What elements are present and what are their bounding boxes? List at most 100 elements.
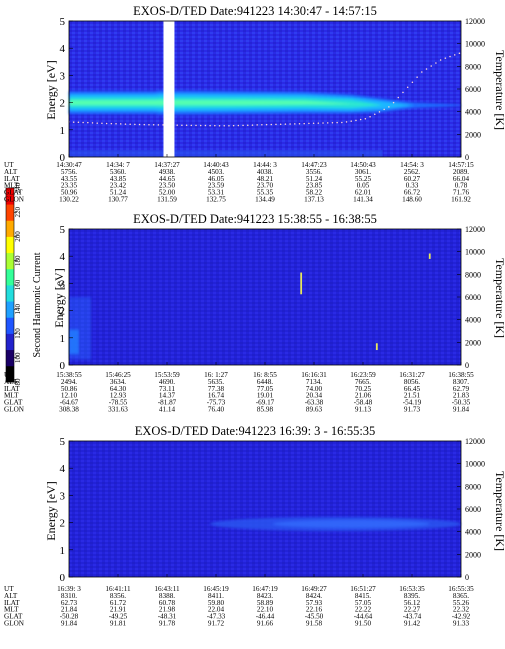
ephemeris-cell: 64.30 <box>110 385 127 393</box>
ephemeris-cell: 66.04 <box>453 175 470 183</box>
y-tick-label: 3 <box>60 278 66 290</box>
ephemeris-cell: -75.73 <box>207 399 226 407</box>
ephemeris-cell: 4938. <box>159 168 175 176</box>
y-tick-label: 0 <box>60 360 66 372</box>
ephemeris-cell: 62.01 <box>355 189 372 197</box>
ephemeris-cell: 0.05 <box>357 182 370 190</box>
colorbar-cell <box>6 317 14 334</box>
ephemeris-cell: 5360. <box>110 168 126 176</box>
ephemeris-cell: 2562. <box>404 168 420 176</box>
y-tick-label: 4 <box>60 43 66 55</box>
temperature-point <box>270 123 273 126</box>
ephemeris-cell: 20.34 <box>306 392 323 400</box>
y2-tick-label: 0 <box>465 573 469 582</box>
ephemeris-cell: 23.85 <box>306 182 323 190</box>
y2-tick-label: 8000 <box>465 482 481 491</box>
temperature-point <box>359 118 362 121</box>
colorbar-cell <box>6 188 14 205</box>
spike <box>428 253 431 259</box>
temperature-point <box>77 121 80 124</box>
ephemeris-row-label: MLT <box>4 182 19 190</box>
temperature-point <box>425 68 428 70</box>
ephemeris-cell: 16:55:35 <box>448 585 474 593</box>
temperature-point <box>152 124 155 126</box>
ephemeris-cell: 16:45:19 <box>203 585 229 593</box>
ephemeris-row-label: ILAT <box>4 385 20 393</box>
ephemeris-cell: 76.40 <box>208 406 225 414</box>
ephemeris-cell: 58.22 <box>306 189 323 197</box>
ephemeris-row-label: GLON <box>4 196 25 204</box>
ephemeris-cell: 62.73 <box>61 599 78 607</box>
temperature-point <box>388 106 390 108</box>
temperature-point <box>308 122 310 125</box>
ephemeris-cell: 91.78 <box>159 620 176 628</box>
temperature-point <box>453 54 456 56</box>
panel-3-y2label: Temperature [K] <box>493 471 505 551</box>
temperature-point <box>275 123 277 126</box>
ephemeris-cell: 91.42 <box>404 620 421 628</box>
ephemeris-cell: 43.85 <box>110 175 127 183</box>
temperature-point <box>261 124 263 126</box>
ephemeris-cell: 91.50 <box>355 620 372 628</box>
ephemeris-cell: 59.80 <box>208 599 225 607</box>
temperature-point <box>218 124 221 127</box>
y2-tick-label: 0 <box>465 153 469 162</box>
ephemeris-row-label: ALT <box>4 592 18 600</box>
ephemeris-cell: 21.83 <box>453 392 470 400</box>
ephemeris-cell: 3061. <box>355 168 371 176</box>
panel-3-plot: 0 1 2 3 4 5 0 2000 4000 6000 8000 10000 12000 <box>60 436 486 584</box>
ephemeris-cell: 73.11 <box>159 385 175 393</box>
temperature-point <box>439 59 442 61</box>
ephemeris-cell: 66.72 <box>404 189 421 197</box>
ephemeris-cell: 8056. <box>404 378 420 386</box>
temperature-point <box>345 121 348 123</box>
ephemeris-cell: -81.87 <box>158 399 177 407</box>
y-tick-label: 1 <box>60 125 66 137</box>
ephemeris-cell: 132.75 <box>206 196 226 204</box>
ephemeris-cell: 77.38 <box>208 385 225 393</box>
y2-tick-label: 10000 <box>465 40 485 49</box>
y2-tick-label: 12000 <box>465 225 485 234</box>
ephemeris-cell: 161.92 <box>451 196 471 204</box>
ephemeris-cell: 71.76 <box>453 189 470 197</box>
ephemeris-row-label: MLT <box>4 606 19 614</box>
temperature-point <box>303 122 305 125</box>
ephemeris-cell: 308.38 <box>59 406 79 414</box>
ephemeris-cell: 16:43:11 <box>154 585 180 593</box>
y2-tick-label: 12000 <box>465 437 485 446</box>
ephemeris-cell: -42.92 <box>452 613 471 621</box>
ephemeris-cell: 4038. <box>257 168 273 176</box>
temperature-point <box>374 113 376 116</box>
temperature-point <box>411 81 414 83</box>
temperature-point <box>204 124 207 127</box>
ephemeris-cell: 74.00 <box>306 385 323 393</box>
colorbar-cell <box>6 285 14 302</box>
temperature-point <box>397 96 400 99</box>
ephemeris-cell: 21.91 <box>110 606 127 614</box>
ephemeris-cell: 21.98 <box>159 606 176 614</box>
ephemeris-cell: 131.59 <box>157 196 177 204</box>
ephemeris-cell: 8310. <box>61 592 77 600</box>
panel-2: EXOS-D/TED Date:941223 15:38:55 - 16:38:… <box>4 212 505 414</box>
colorbar-cell <box>6 365 14 383</box>
ephemeris-cell: 22.27 <box>404 606 421 614</box>
ephemeris-row-label: GLAT <box>4 189 23 197</box>
ephemeris-cell: 66.45 <box>404 385 421 393</box>
y2-tick-label: 2000 <box>465 130 481 139</box>
temperature-point <box>317 122 320 124</box>
ephemeris-cell: 91.84 <box>453 406 470 414</box>
ephemeris-cell: 91.33 <box>453 620 470 628</box>
ephemeris-cell: 130.22 <box>59 196 79 204</box>
temperature-point <box>143 123 146 126</box>
ephemeris-row-label: GLON <box>4 406 25 414</box>
temperature-point <box>279 123 282 125</box>
ephemeris-cell: 23.50 <box>159 182 176 190</box>
ephemeris-cell: -54.19 <box>403 399 422 407</box>
y-tick-label: 0 <box>60 152 66 164</box>
ephemeris-cell: -47.33 <box>207 613 226 621</box>
ephemeris-cell: 7134. <box>306 378 322 386</box>
y2-tick-label: 8000 <box>465 270 481 279</box>
data-gap <box>163 21 175 157</box>
ephemeris-cell: 91.84 <box>61 620 78 628</box>
